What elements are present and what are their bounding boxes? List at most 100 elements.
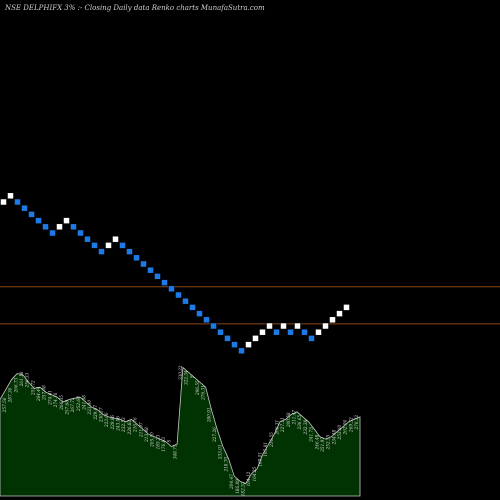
renko-brick-up: [280, 322, 287, 330]
renko-brick-down: [175, 291, 182, 299]
renko-brick-down: [126, 248, 133, 255]
volume-label: 204.47: [229, 474, 234, 490]
renko-brick-up: [0, 198, 7, 206]
volume-label: 257.68: [65, 400, 70, 416]
volume-label: 233.01: [218, 445, 223, 461]
volume-label: 200.58: [286, 412, 291, 428]
volume-label: 266.73: [13, 377, 18, 393]
renko-brick-down: [49, 229, 56, 237]
renko-brick-up: [322, 322, 329, 330]
volume-label: 252.55: [326, 434, 331, 450]
renko-brick-up: [294, 322, 301, 330]
renko-brick-down: [182, 297, 189, 305]
volume-label: 296.55: [195, 380, 200, 396]
volume-label: 169.01: [258, 452, 263, 467]
volume-label: 261.18: [19, 371, 24, 387]
volume-label: 241.73: [309, 427, 314, 443]
renko-brick-down: [203, 316, 210, 324]
renko-brick-down: [35, 217, 42, 224]
volume-label: 211.47: [292, 410, 297, 426]
renko-bricks: [0, 192, 350, 355]
reference-lines: [0, 286, 500, 325]
volume-label: 348.75: [172, 444, 177, 459]
renko-brick-up: [336, 310, 343, 317]
volume-label: 216.76: [133, 417, 138, 433]
volume-label: 216.55: [269, 432, 274, 448]
volume-label: 185.23: [155, 434, 160, 449]
renko-brick-down: [21, 204, 28, 212]
renko-brick-up: [7, 192, 14, 200]
volume-label: 264.44: [36, 386, 41, 402]
renko-brick-up: [112, 235, 119, 243]
renko-brick-down: [231, 341, 238, 348]
volume-label: 322.34: [184, 370, 189, 385]
renko-brick-down: [140, 260, 147, 268]
volume-label: 276.32: [354, 415, 359, 431]
renko-brick-down: [210, 322, 217, 330]
renko-brick-up: [329, 316, 336, 324]
renko-brick-up: [56, 223, 63, 231]
renko-brick-down: [154, 273, 161, 280]
volume-label: 205.10: [150, 432, 155, 448]
volume-label: 227.11: [280, 417, 285, 433]
renko-brick-down: [98, 248, 105, 255]
renko-brick-down: [273, 328, 280, 336]
volume-label: 230.27: [99, 407, 104, 423]
volume-label: 218.70: [223, 457, 228, 473]
renko-brick-down: [84, 235, 91, 243]
volume-label: 266.35: [59, 395, 64, 411]
volume-label: 211.97: [138, 422, 143, 438]
volume-label: 213.48: [144, 427, 149, 443]
renko-brick-up: [105, 242, 112, 249]
volume-label: 253.60: [337, 424, 342, 440]
volume-label: 227.26: [212, 427, 217, 443]
renko-brick-down: [119, 242, 126, 249]
volume-label: 182.52: [241, 481, 246, 496]
volume-label: 241.98: [82, 395, 87, 411]
chart-title: NSE DELPHIFX 3% :- Closing Daily data Re…: [4, 4, 265, 12]
renko-brick-down: [42, 223, 49, 231]
renko-brick-down: [224, 335, 231, 342]
volume-label: 243.96: [116, 416, 121, 432]
volume-label: 252.69: [76, 396, 81, 412]
volume-label: 232.38: [303, 419, 308, 435]
volume-label: 269.32: [348, 417, 353, 433]
volume-label: S: [167, 439, 172, 442]
volume-label: 251.72: [30, 380, 35, 396]
volume-label: 229.07: [93, 405, 98, 421]
volume-label: 276.31: [201, 385, 206, 401]
renko-brick-up: [266, 322, 273, 330]
renko-brick-down: [161, 279, 168, 286]
renko-brick-up: [252, 335, 259, 342]
renko-brick-down: [133, 254, 140, 262]
renko-brick-down: [168, 285, 175, 293]
renko-brick-down: [189, 304, 196, 311]
volume-label: S: [189, 375, 194, 378]
volume-label: 223.06: [104, 412, 109, 428]
renko-brick-down: [28, 211, 35, 218]
volume-label: 262.04: [343, 419, 348, 435]
volume-label: 256.33: [25, 372, 30, 388]
renko-brick-down: [91, 242, 98, 249]
renko-brick-down: [70, 223, 77, 231]
volume-label: 226.82: [127, 419, 132, 435]
volume-label: 229.86: [110, 415, 115, 431]
renko-brick-down: [308, 335, 315, 342]
volume-label: 234.48: [331, 429, 336, 445]
volume-label: 164.25: [252, 466, 257, 481]
volume-label: 236.65: [297, 415, 302, 431]
volume-label: 233.90: [87, 400, 92, 416]
renko-brick-up: [343, 304, 350, 311]
renko-brick-down: [287, 328, 294, 336]
volume-label: 251.97: [320, 437, 325, 453]
renko-brick-up: [63, 217, 70, 224]
renko-brick-up: [259, 328, 266, 336]
volume-label: 246.48: [314, 434, 319, 450]
renko-brick-down: [238, 347, 245, 355]
renko-brick-down: [77, 229, 84, 237]
volume-label: 176.83: [161, 437, 166, 452]
volume-label: 267.71: [70, 398, 75, 414]
